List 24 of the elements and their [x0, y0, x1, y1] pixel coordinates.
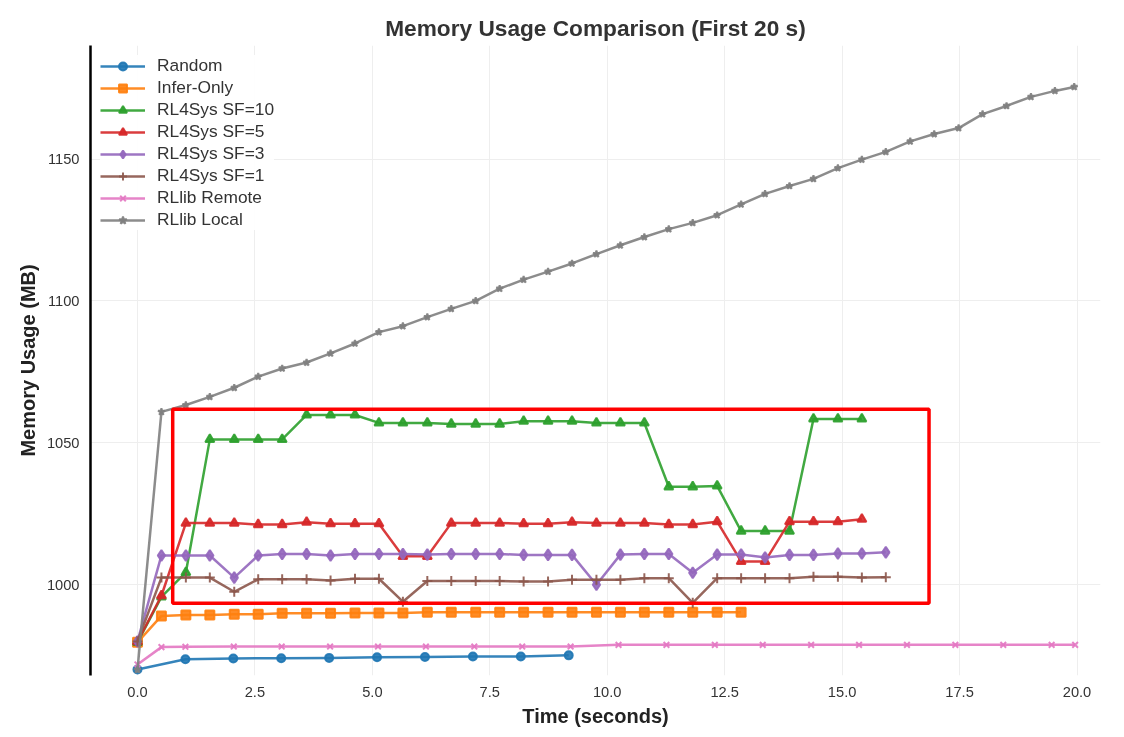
y-axis-title: Memory Usage (MB) [16, 264, 39, 457]
legend-label: RL4Sys SF=10 [157, 99, 275, 120]
x-tick-label: 5.0 [362, 683, 383, 700]
y-tick-label: 1050 [46, 434, 80, 451]
x-tick-label: 12.5 [710, 683, 739, 700]
x-tick-label: 10.0 [592, 683, 622, 700]
x-tick-label: 17.5 [945, 683, 974, 700]
y-tick-label: 1150 [47, 151, 80, 168]
legend-label: Random [157, 55, 223, 76]
legend-label: Infer-Only [157, 77, 234, 98]
x-tick-label: 20.0 [1062, 683, 1092, 700]
legend-label: RLlib Local [157, 209, 243, 230]
x-tick-label: 2.5 [244, 683, 266, 700]
chart-title: Memory Usage Comparison (First 20 s) [385, 14, 806, 41]
legend-label: RLlib Remote [157, 187, 262, 208]
x-tick-label: 7.5 [479, 683, 500, 700]
x-tick-label: 15.0 [827, 683, 857, 700]
legend-label: RL4Sys SF=1 [157, 165, 265, 186]
legend-label: RL4Sys SF=5 [157, 121, 265, 142]
x-axis-title: Time (seconds) [522, 704, 669, 727]
y-tick-label: 1000 [46, 576, 80, 593]
x-tick-label: 0.0 [127, 683, 148, 700]
legend-label: RL4Sys SF=3 [157, 143, 265, 164]
y-tick-label: 1100 [47, 292, 80, 309]
